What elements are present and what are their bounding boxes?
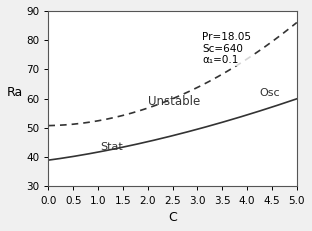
Text: Pr=18.05
Sc=640
α₁=0.1: Pr=18.05 Sc=640 α₁=0.1 xyxy=(202,32,251,65)
Y-axis label: Ra: Ra xyxy=(7,86,23,99)
Text: Unstable: Unstable xyxy=(148,94,200,108)
X-axis label: C: C xyxy=(168,211,177,224)
Text: Stat: Stat xyxy=(100,142,123,152)
Text: Osc: Osc xyxy=(260,88,280,98)
